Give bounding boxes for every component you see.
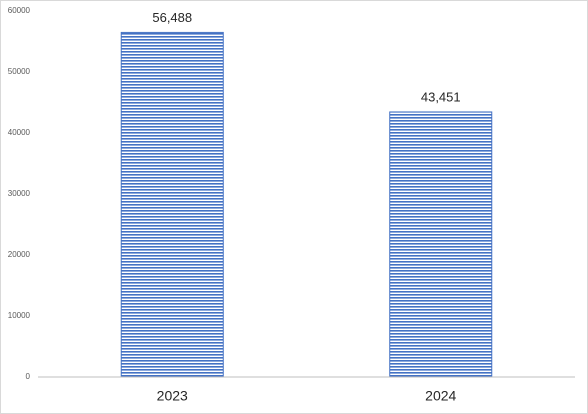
y-tick-label: 0 xyxy=(26,372,31,381)
x-tick-label: 2023 xyxy=(157,388,188,404)
bar xyxy=(120,31,224,378)
value-label: 56,488 xyxy=(152,10,192,25)
y-tick-label: 40000 xyxy=(8,128,31,137)
value-label: 43,451 xyxy=(421,89,461,104)
y-tick-label: 20000 xyxy=(8,250,31,259)
x-tick-label: 2024 xyxy=(425,388,456,404)
y-tick-label: 10000 xyxy=(8,311,31,320)
y-tick-label: 60000 xyxy=(8,6,31,15)
y-tick-label: 50000 xyxy=(8,67,31,76)
y-tick-label: 30000 xyxy=(8,189,31,198)
bar xyxy=(389,111,493,378)
